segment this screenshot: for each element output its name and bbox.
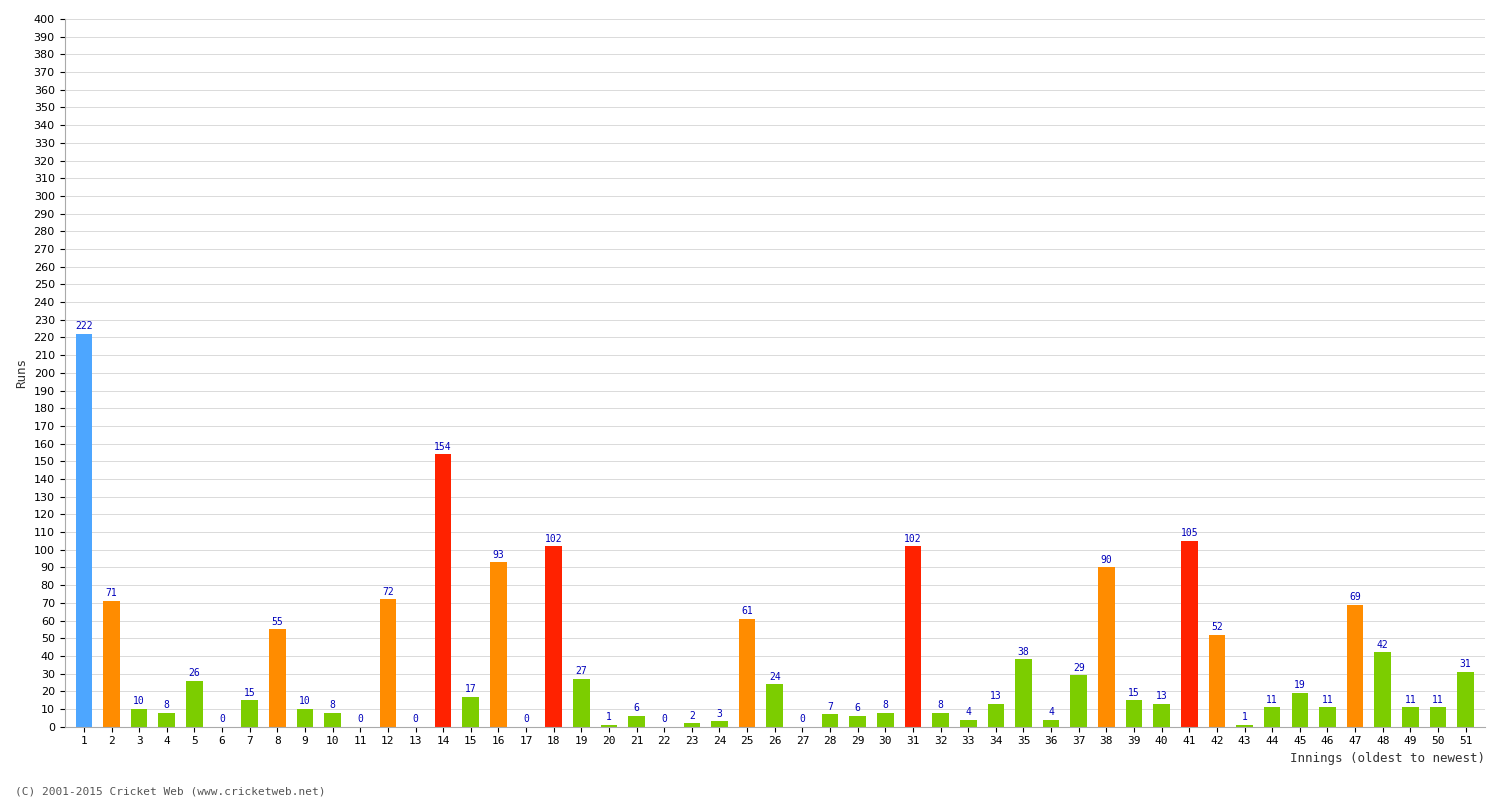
Text: 13: 13 xyxy=(1156,691,1167,701)
Text: 7: 7 xyxy=(827,702,833,712)
Text: 0: 0 xyxy=(357,714,363,724)
Bar xyxy=(75,334,92,726)
Bar xyxy=(628,716,645,726)
Bar xyxy=(1236,725,1252,726)
Bar xyxy=(573,679,590,726)
Text: 38: 38 xyxy=(1017,647,1029,657)
Text: 10: 10 xyxy=(298,696,310,706)
Bar xyxy=(1209,634,1225,726)
Bar xyxy=(324,713,340,726)
Text: 15: 15 xyxy=(244,687,255,698)
Bar xyxy=(1264,707,1281,726)
Text: 13: 13 xyxy=(990,691,1002,701)
Text: 6: 6 xyxy=(633,703,639,714)
Text: 1: 1 xyxy=(606,712,612,722)
Bar xyxy=(186,681,202,726)
Text: 105: 105 xyxy=(1180,528,1198,538)
Text: 27: 27 xyxy=(576,666,586,676)
Bar xyxy=(766,684,783,726)
Text: 11: 11 xyxy=(1266,694,1278,705)
Text: 8: 8 xyxy=(882,700,888,710)
Text: 61: 61 xyxy=(741,606,753,616)
Text: 4: 4 xyxy=(1048,707,1054,717)
Bar xyxy=(1125,700,1143,726)
Text: 31: 31 xyxy=(1460,659,1472,670)
Bar xyxy=(1292,693,1308,726)
Text: 3: 3 xyxy=(717,709,723,718)
Text: 10: 10 xyxy=(134,696,146,706)
Text: 0: 0 xyxy=(524,714,530,724)
Text: 102: 102 xyxy=(904,534,922,543)
Text: 1: 1 xyxy=(1242,712,1248,722)
Bar xyxy=(1042,720,1059,726)
Bar xyxy=(1071,675,1088,726)
Bar xyxy=(904,546,921,726)
Text: 11: 11 xyxy=(1432,694,1444,705)
X-axis label: Innings (oldest to newest): Innings (oldest to newest) xyxy=(1290,752,1485,765)
Bar xyxy=(933,713,950,726)
Bar xyxy=(849,716,865,726)
Bar xyxy=(711,722,728,726)
Text: 8: 8 xyxy=(938,700,944,710)
Bar xyxy=(1098,567,1114,726)
Text: 42: 42 xyxy=(1377,640,1389,650)
Bar xyxy=(1402,707,1419,726)
Text: 69: 69 xyxy=(1348,592,1360,602)
Text: 102: 102 xyxy=(544,534,562,543)
Bar xyxy=(380,599,396,726)
Bar xyxy=(1016,659,1032,726)
Bar xyxy=(822,714,839,726)
Bar xyxy=(1374,653,1390,726)
Text: 17: 17 xyxy=(465,684,477,694)
Text: 0: 0 xyxy=(662,714,668,724)
Text: 0: 0 xyxy=(413,714,419,724)
Bar xyxy=(1154,704,1170,726)
Text: 6: 6 xyxy=(855,703,861,714)
Text: 29: 29 xyxy=(1072,662,1084,673)
Text: 8: 8 xyxy=(164,700,170,710)
Text: (C) 2001-2015 Cricket Web (www.cricketweb.net): (C) 2001-2015 Cricket Web (www.cricketwe… xyxy=(15,786,326,796)
Text: 8: 8 xyxy=(330,700,336,710)
Bar xyxy=(490,562,507,726)
Bar xyxy=(268,630,285,726)
Text: 15: 15 xyxy=(1128,687,1140,698)
Text: 72: 72 xyxy=(382,586,393,597)
Text: 2: 2 xyxy=(688,710,694,721)
Text: 26: 26 xyxy=(189,668,201,678)
Bar xyxy=(1347,605,1364,726)
Bar xyxy=(297,709,314,726)
Bar xyxy=(1180,541,1197,726)
Bar xyxy=(1458,672,1474,726)
Text: 52: 52 xyxy=(1210,622,1222,632)
Text: 19: 19 xyxy=(1294,681,1305,690)
Bar xyxy=(1430,707,1446,726)
Bar xyxy=(435,454,451,726)
Bar xyxy=(462,697,478,726)
Bar xyxy=(546,546,562,726)
Bar xyxy=(242,700,258,726)
Bar xyxy=(740,618,756,726)
Bar xyxy=(1318,707,1336,726)
Bar xyxy=(130,709,147,726)
Bar xyxy=(878,713,894,726)
Text: 90: 90 xyxy=(1101,555,1113,565)
Bar xyxy=(104,601,120,726)
Text: 24: 24 xyxy=(770,672,780,682)
Text: 11: 11 xyxy=(1322,694,1334,705)
Text: 222: 222 xyxy=(75,322,93,331)
Text: 55: 55 xyxy=(272,617,284,626)
Bar xyxy=(684,723,700,726)
Text: 4: 4 xyxy=(966,707,970,717)
Text: 154: 154 xyxy=(435,442,451,451)
Bar xyxy=(960,720,976,726)
Text: 0: 0 xyxy=(219,714,225,724)
Text: 0: 0 xyxy=(800,714,806,724)
Bar xyxy=(159,713,176,726)
Y-axis label: Runs: Runs xyxy=(15,358,28,388)
Bar xyxy=(600,725,616,726)
Bar xyxy=(987,704,1004,726)
Text: 71: 71 xyxy=(105,589,117,598)
Text: 11: 11 xyxy=(1404,694,1416,705)
Text: 93: 93 xyxy=(492,550,504,559)
